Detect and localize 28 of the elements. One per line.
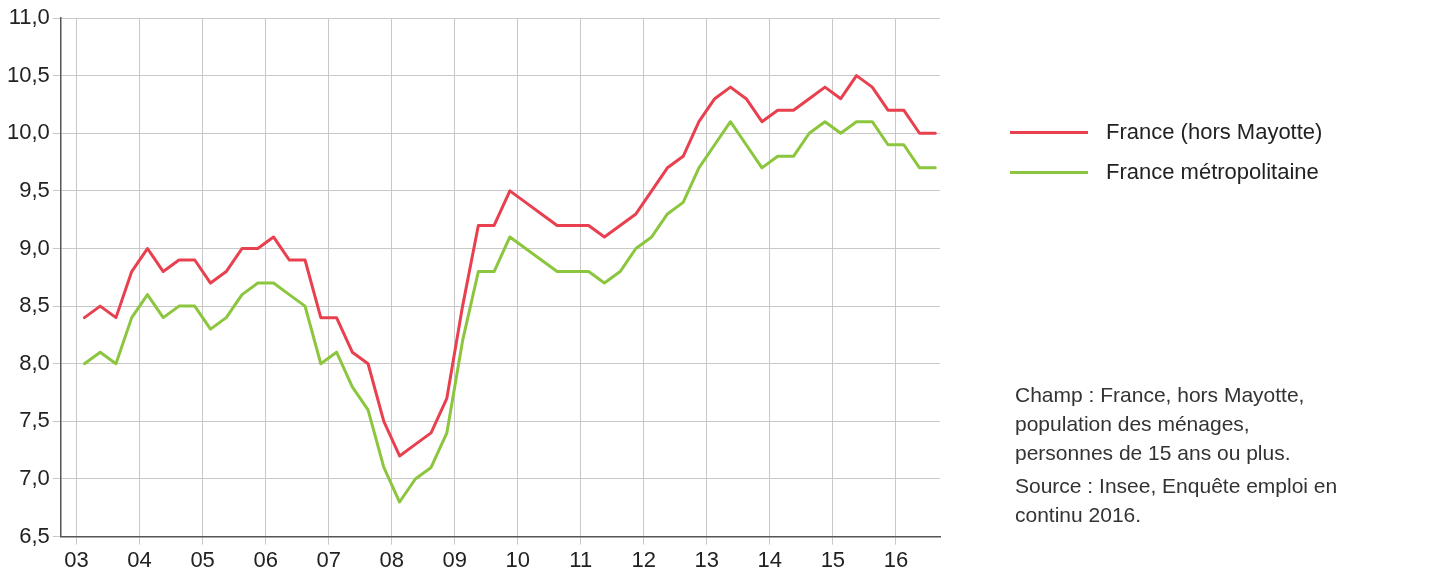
y-tick-label: 8,0 (19, 349, 50, 375)
legend-label: France (hors Mayotte) (1106, 119, 1323, 145)
x-tick-label: 08 (379, 546, 404, 572)
y-tick-label: 10,0 (6, 119, 50, 145)
y-tick-label: 7,5 (19, 407, 50, 433)
y-tick-label: 9,5 (19, 176, 50, 202)
y-tick-label: 6,5 (19, 522, 50, 548)
x-tick-label: 16 (883, 546, 909, 572)
x-tick-label: 12 (631, 546, 657, 572)
x-tick-label: 07 (316, 546, 341, 572)
text: Champ : France, hors Mayotte, population des ménages, personnes de 15 ans ou plus. (1015, 382, 1306, 466)
y-tick-label: 8,5 (19, 292, 50, 318)
x-tick-label: 13 (694, 546, 720, 572)
x-tick-label: 11 (569, 546, 593, 572)
x-tick-label: 03 (64, 546, 89, 572)
y-tick-label: 9,0 (19, 234, 50, 260)
legend-label: France métropolitaine (1106, 159, 1319, 185)
x-tick-label: 14 (757, 546, 783, 572)
x-tick-label: 06 (253, 546, 278, 572)
x-tick-label: 04 (127, 546, 152, 572)
x-tick-label: 09 (442, 546, 467, 572)
source-note: Source : Insee, Enquête emploi en continu 2016. (1015, 473, 1339, 528)
x-tick-label: 10 (505, 546, 530, 572)
x-tick-label: 05 (190, 546, 215, 572)
y-tick-label: 10,5 (6, 61, 50, 87)
y-tick-label: 11,0 (8, 4, 50, 30)
y-tick-label: 7,0 (19, 465, 50, 491)
x-tick-label: 15 (820, 546, 846, 572)
